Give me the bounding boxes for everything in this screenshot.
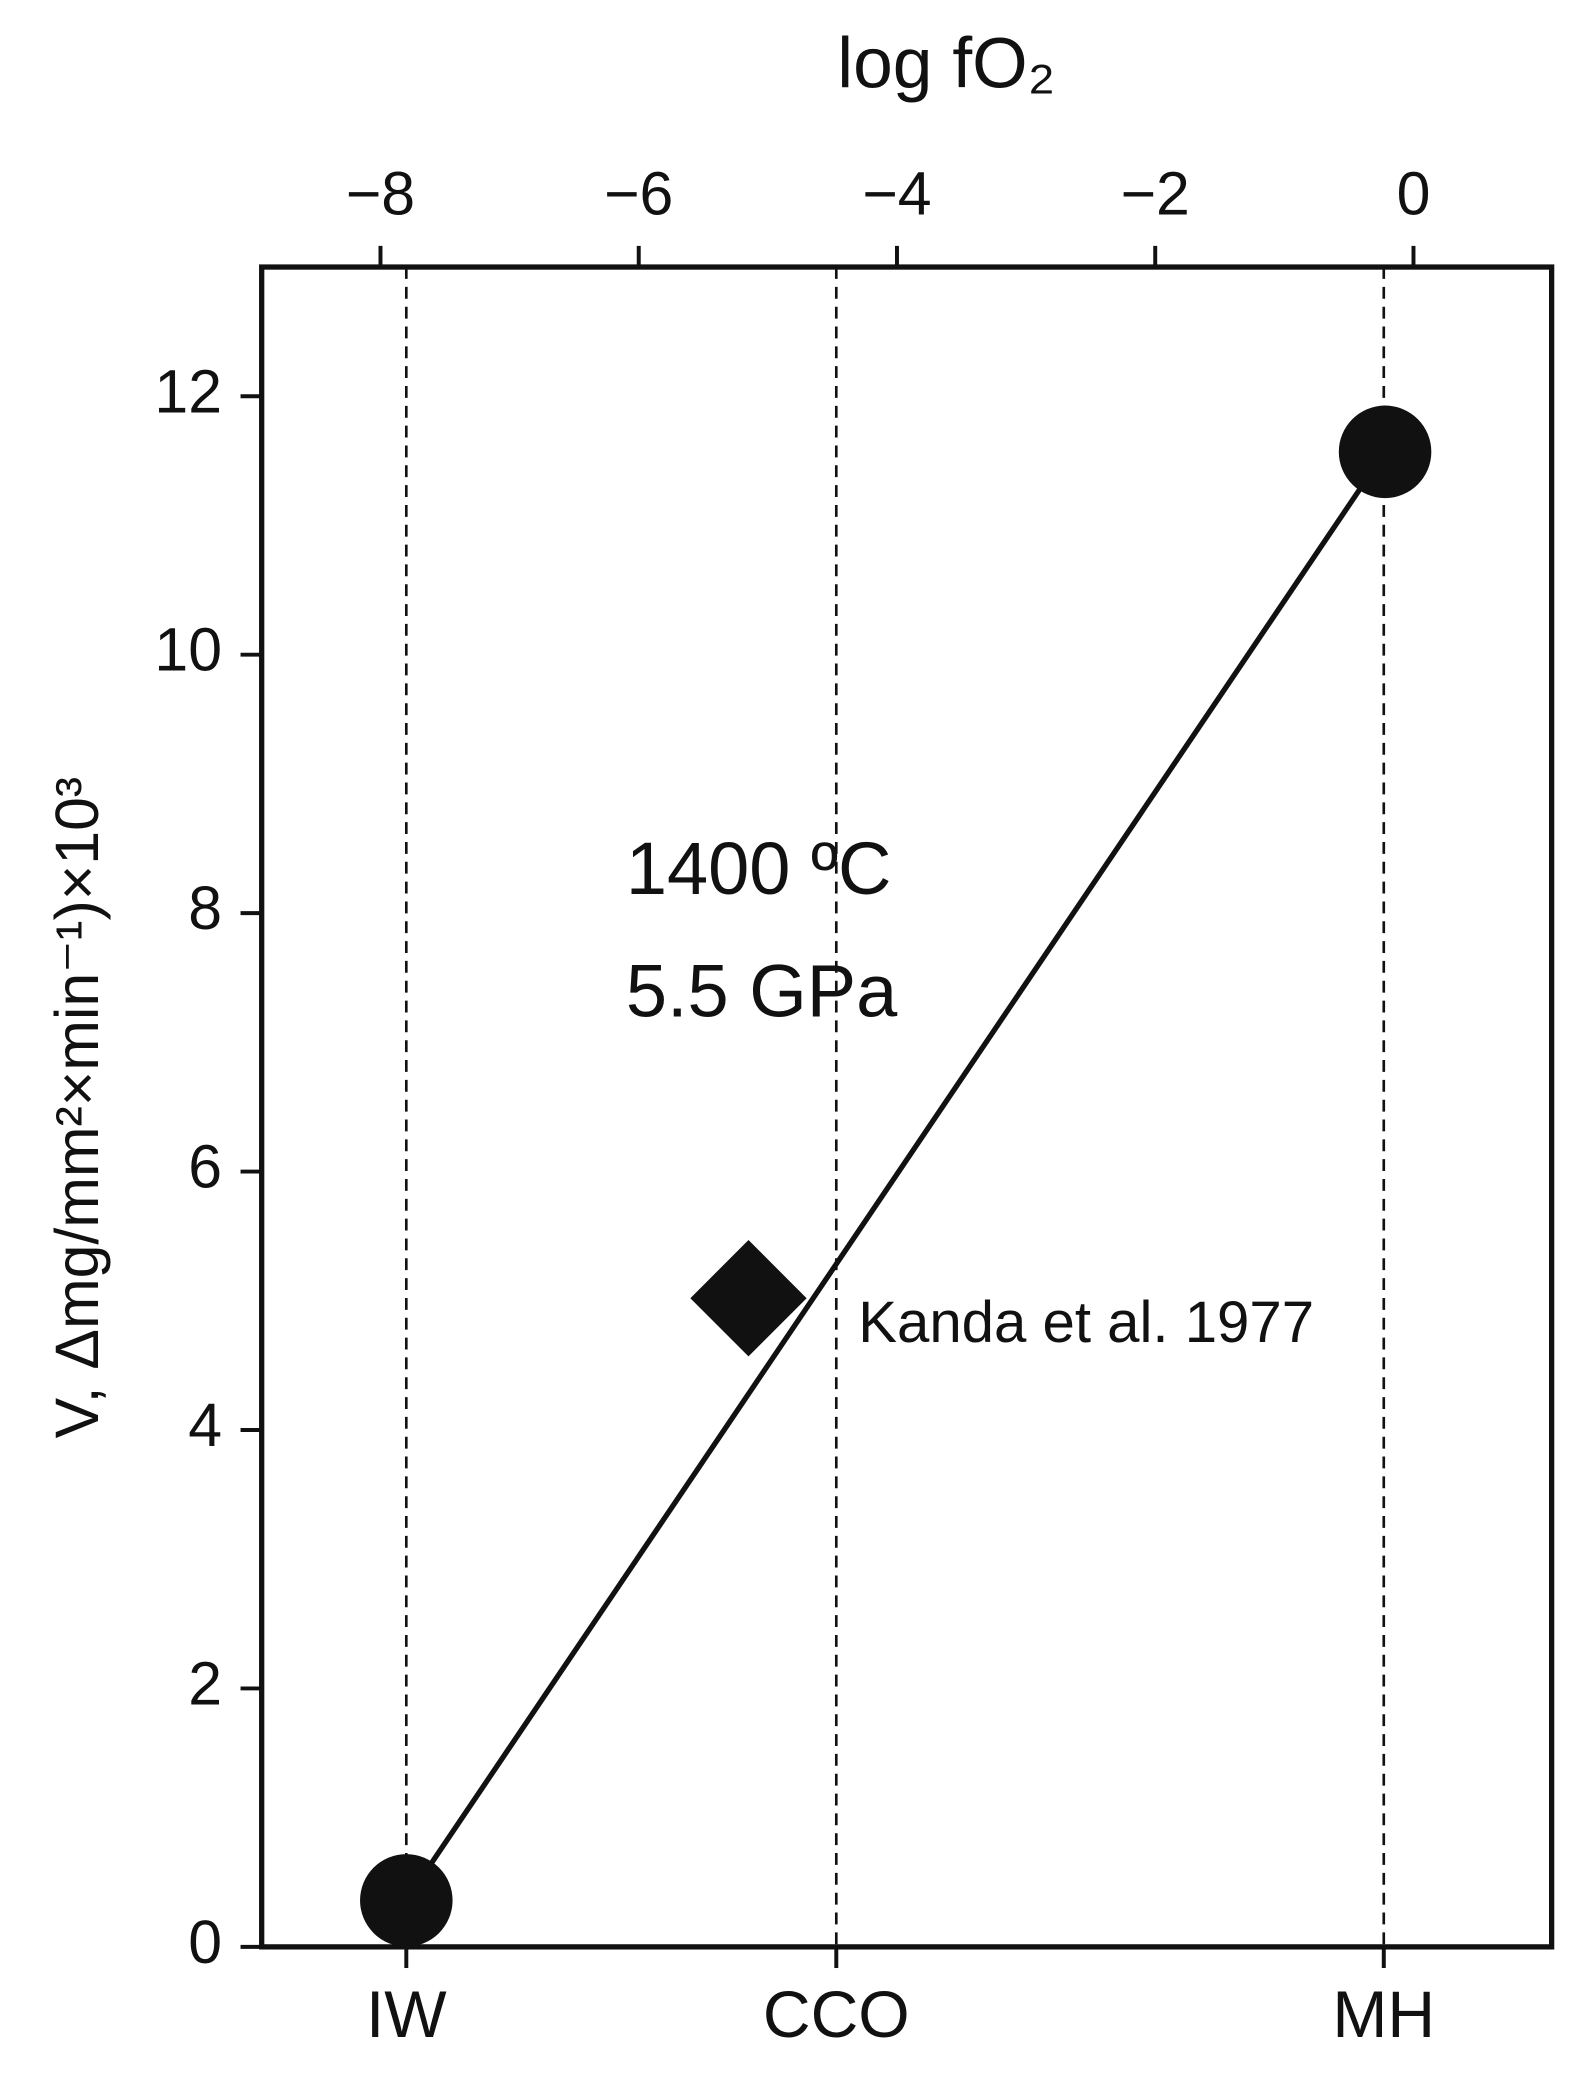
y-tick-label: 2	[188, 1650, 222, 1718]
x-tick-label: −2	[1121, 159, 1190, 227]
reference-label: MH	[1332, 1978, 1435, 2052]
x-tick-label: −8	[346, 159, 415, 227]
y-tick-label: 10	[154, 616, 222, 684]
annotation: Kanda et al. 1977	[858, 1290, 1314, 1355]
x-tick-label: −4	[862, 159, 931, 227]
y-tick-label: 12	[154, 357, 222, 425]
trend-line	[404, 450, 1388, 1902]
annotation: 1400 ºC	[626, 827, 892, 910]
circle-marker	[1338, 405, 1432, 499]
diamond-marker	[690, 1240, 807, 1357]
x-tick-label: −6	[604, 159, 673, 227]
reference-label: CCO	[763, 1978, 910, 2052]
annotation: 5.5 GPa	[626, 950, 898, 1033]
x-tick-label: 0	[1397, 159, 1431, 227]
y-axis-title: V, Δmg/mm²×min⁻¹)×10³	[43, 777, 111, 1438]
y-tick-label: 4	[188, 1391, 222, 1459]
x-axis-title: log fO₂	[837, 24, 1055, 104]
circle-marker	[360, 1854, 453, 1947]
y-tick-label: 6	[188, 1133, 222, 1201]
y-tick-label: 8	[188, 874, 222, 942]
plot-frame	[259, 264, 1555, 1950]
reference-label: IW	[366, 1978, 447, 2052]
y-tick-label: 0	[188, 1908, 222, 1976]
